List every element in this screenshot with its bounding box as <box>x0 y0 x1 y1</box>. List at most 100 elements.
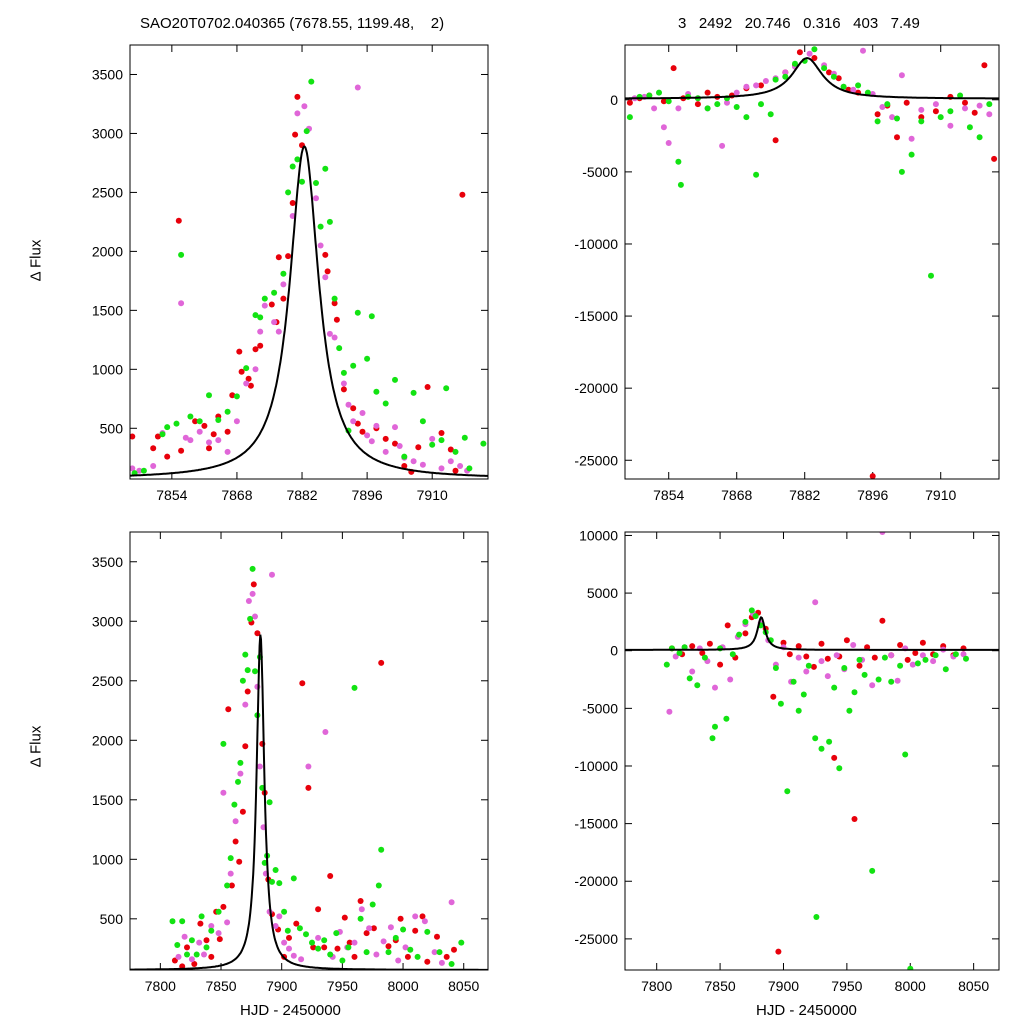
data-point-green <box>363 949 370 956</box>
data-point-red <box>452 467 459 474</box>
data-point-green <box>187 413 194 420</box>
data-point-magenta <box>909 661 916 668</box>
data-point-magenta <box>918 106 925 113</box>
data-point-green <box>894 115 900 122</box>
data-point-red <box>780 639 787 646</box>
data-point-green <box>723 715 730 722</box>
data-point-red <box>229 392 236 399</box>
data-point-red <box>292 131 299 138</box>
data-point-green <box>777 700 784 707</box>
data-point-red <box>871 654 878 661</box>
data-point-green <box>932 652 939 659</box>
data-point-magenta <box>908 135 915 142</box>
data-point-green <box>729 651 736 658</box>
data-point-red <box>717 661 724 668</box>
data-point-red <box>289 200 296 206</box>
data-point-magenta <box>136 467 143 474</box>
data-point-red <box>742 630 749 637</box>
data-point-red <box>208 953 215 960</box>
data-point-green <box>203 944 210 951</box>
data-point-green <box>957 92 964 99</box>
model-curve <box>625 616 999 651</box>
data-point-green <box>736 631 743 638</box>
y-tick-label: 2000 <box>92 243 123 259</box>
data-point-red <box>392 440 398 447</box>
data-point-green <box>227 855 234 862</box>
data-point-red <box>228 882 235 889</box>
data-point-magenta <box>812 599 819 606</box>
data-point-magenta <box>733 89 740 96</box>
y-tick-label: -10000 <box>574 758 618 774</box>
data-point-red <box>197 920 204 927</box>
data-point-green <box>742 618 749 625</box>
data-point-magenta <box>373 951 380 958</box>
data-point-green <box>947 108 954 115</box>
data-point-magenta <box>419 461 426 468</box>
data-point-green <box>351 684 358 691</box>
data-point-magenta <box>315 934 322 941</box>
data-point-red <box>424 958 431 965</box>
data-point-green <box>898 168 905 175</box>
x-tick-label: 7910 <box>925 487 956 503</box>
data-point-green <box>831 684 838 691</box>
data-point-magenta <box>803 668 810 675</box>
data-point-green <box>821 65 828 72</box>
data-point-magenta <box>429 435 436 442</box>
data-point-magenta <box>269 571 275 578</box>
data-point-magenta <box>340 380 347 387</box>
data-point-green <box>952 651 959 658</box>
x-tick-label: 7800 <box>641 978 672 994</box>
data-point-magenta <box>665 140 672 146</box>
data-point-green <box>851 689 858 696</box>
data-point-green <box>675 158 682 165</box>
data-point-magenta <box>358 906 365 913</box>
data-point-magenta <box>366 925 373 932</box>
data-point-magenta <box>322 729 329 735</box>
data-point-red <box>874 111 881 118</box>
data-point-green <box>676 650 683 656</box>
data-point-red <box>903 99 910 106</box>
data-point-red <box>220 903 227 910</box>
data-point-red <box>285 253 292 260</box>
data-point-red <box>305 784 312 791</box>
data-point-green <box>846 707 853 714</box>
data-point-magenta <box>395 957 402 964</box>
data-point-green <box>296 925 303 932</box>
data-point-green <box>888 678 895 685</box>
data-point-green <box>252 668 258 675</box>
data-point-red <box>404 953 411 960</box>
data-point-magenta <box>196 428 203 435</box>
data-point-magenta <box>762 78 769 84</box>
data-point-red <box>232 838 239 845</box>
y-tick-label: -20000 <box>574 380 618 396</box>
data-point-green <box>294 156 301 163</box>
data-point-magenta <box>188 956 195 963</box>
data-point-green <box>215 908 222 915</box>
data-point-green <box>239 677 246 684</box>
data-point-green <box>184 951 190 958</box>
data-point-green <box>813 914 820 920</box>
data-point-green <box>811 46 818 53</box>
data-point-magenta <box>932 101 939 108</box>
x-tick-label: 7882 <box>286 487 317 503</box>
model-curve <box>625 57 999 100</box>
data-point-green <box>436 949 443 956</box>
data-point-magenta <box>930 658 937 665</box>
data-point-green <box>743 114 750 121</box>
data-point-red <box>351 953 358 960</box>
data-point-magenta <box>782 69 789 76</box>
data-point-magenta <box>724 99 730 106</box>
data-point-green <box>276 880 283 887</box>
data-point-magenta <box>894 677 901 684</box>
data-point-green <box>309 939 315 946</box>
data-point-red <box>434 933 440 940</box>
data-point-green <box>375 882 382 889</box>
data-point-green <box>369 901 376 908</box>
data-point-green <box>281 908 288 915</box>
data-point-green <box>178 251 185 258</box>
data-point-green <box>841 665 848 671</box>
data-point-green <box>261 295 268 302</box>
x-axis-label-left: HJD - 2450000 <box>240 1002 341 1019</box>
data-point-red <box>370 925 377 932</box>
